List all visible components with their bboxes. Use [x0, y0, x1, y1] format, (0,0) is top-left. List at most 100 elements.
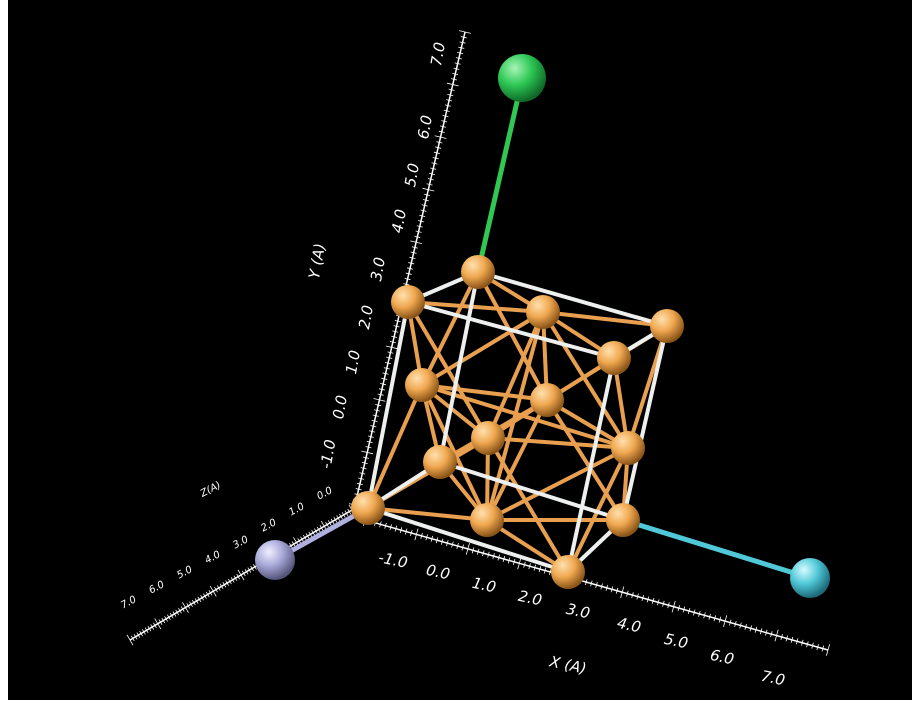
axis-tick [825, 644, 831, 656]
axis-tick [422, 187, 435, 192]
axis-tick [806, 641, 809, 648]
axis-tick [394, 319, 401, 323]
axis-tick [442, 115, 449, 118]
axis-tick [367, 435, 374, 438]
axis-tick [399, 527, 403, 534]
tick-label: 3.0 [367, 256, 389, 283]
bond [541, 310, 669, 328]
axis-tick [600, 583, 603, 590]
axis-tick [384, 362, 392, 365]
axis-tick [765, 629, 768, 636]
axis-tick [431, 162, 438, 165]
axis-tick [657, 599, 660, 606]
axis-tick [375, 404, 382, 407]
tick-label: 7.0 [759, 667, 786, 690]
axis-tick [365, 446, 372, 449]
axis-tick [667, 602, 670, 609]
bond [485, 446, 630, 522]
axis-tick [419, 214, 426, 218]
axis-tick [336, 515, 340, 521]
axis-tick [150, 624, 155, 630]
axis-tick [446, 82, 459, 87]
axis-tick [158, 619, 163, 625]
axis-tick [713, 615, 717, 622]
axis-tick [476, 548, 480, 555]
axis-tick [139, 630, 143, 637]
axis-tick [646, 596, 650, 603]
axis-tick [615, 587, 619, 594]
axis-tick [671, 600, 676, 613]
axis-tick [415, 230, 422, 233]
axis-tick [360, 467, 367, 470]
axis-tick [411, 246, 418, 249]
axis-tick [428, 172, 436, 175]
axis-tick [682, 606, 686, 613]
axis-tick [153, 622, 157, 629]
bond [621, 324, 669, 522]
axis-tick [459, 30, 471, 34]
axis-tick [723, 615, 728, 627]
axis-tick [424, 193, 431, 196]
axis-tick [372, 414, 379, 417]
axis-label: Y (A) [305, 242, 329, 280]
tick-label: 1.0 [342, 349, 364, 376]
axis-tick [175, 609, 180, 616]
axis-tick [209, 585, 217, 597]
axis-tick [161, 617, 166, 624]
axis-tick [236, 573, 241, 580]
axis-tick [703, 612, 706, 619]
axis-tick [289, 542, 293, 549]
axis-tick [444, 104, 451, 107]
axis-tick [754, 626, 758, 633]
axis-tick [361, 450, 374, 455]
atom [405, 368, 439, 402]
axis-tick [631, 592, 634, 599]
bond [438, 270, 480, 464]
axis-tick [528, 563, 531, 570]
axis-tick [443, 109, 450, 112]
axis-tick [356, 482, 363, 486]
axis-tick [130, 635, 135, 642]
axis-tick [126, 634, 134, 646]
axis-tick [344, 510, 349, 517]
tick-label: 6.0 [414, 114, 436, 141]
atom [470, 503, 504, 537]
axis-tick [381, 377, 388, 380]
axis-tick [450, 78, 458, 81]
axis-tick [432, 157, 439, 160]
atom [423, 445, 457, 479]
axis-tick [487, 551, 490, 558]
axis-tick [420, 209, 427, 212]
axis-tick [729, 619, 732, 626]
tick-label: 4.0 [388, 208, 410, 235]
axis-tick [821, 645, 825, 652]
axis-tick [414, 235, 421, 239]
axis-tick [447, 93, 454, 97]
axis-tick [620, 586, 625, 599]
axis-tick [182, 602, 189, 613]
axis-tick [380, 383, 387, 386]
tick-label: -1.0 [377, 548, 409, 572]
axis-tick [605, 584, 608, 591]
bond [545, 398, 625, 522]
axis-tick [739, 622, 742, 629]
axis-tick [512, 558, 516, 565]
axis-tick [440, 538, 444, 545]
axis-tick [626, 590, 629, 597]
axis-tick [386, 356, 393, 359]
tick-label: 2.0 [355, 304, 377, 331]
axis-tick [410, 240, 423, 244]
axis-tick [610, 586, 614, 593]
axis-tick [455, 57, 462, 60]
axis-tick [406, 267, 414, 270]
axis-tick [454, 62, 461, 65]
axis-tick [408, 262, 415, 265]
axis-tick [222, 581, 227, 588]
axis-tick [734, 621, 737, 627]
bond [438, 460, 625, 522]
axis-tick [305, 533, 310, 539]
axis-tick [439, 125, 447, 128]
axis-tick [371, 419, 378, 422]
axis-tick [359, 472, 366, 475]
